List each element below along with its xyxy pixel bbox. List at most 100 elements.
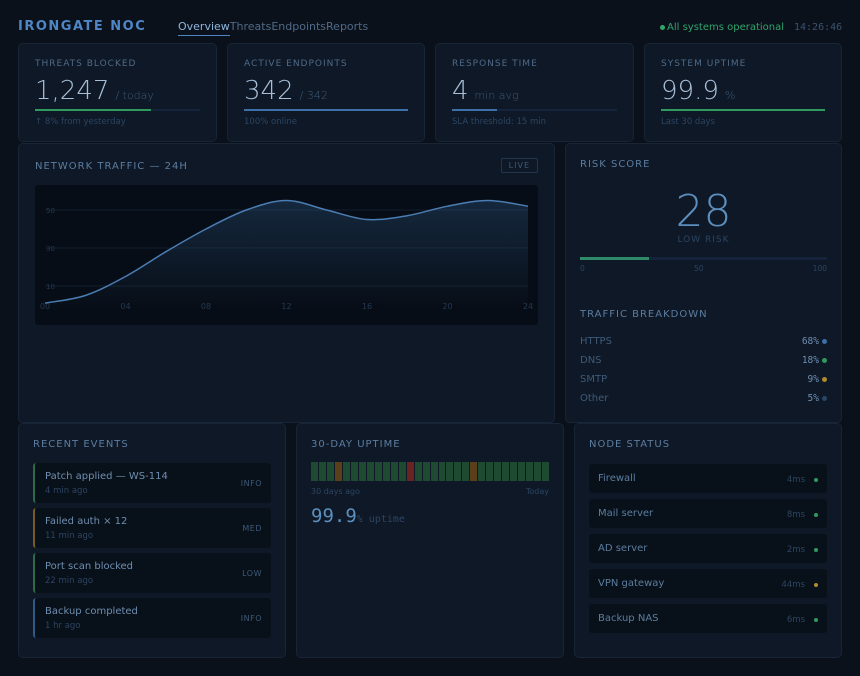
- status-dot-icon: [814, 548, 818, 552]
- main-nav: Overview Threats Endpoints Reports: [178, 20, 368, 36]
- node-row[interactable]: Mail server 8ms: [589, 499, 827, 528]
- uptime-day-cell: [422, 462, 430, 481]
- traffic-chart: 10 30 50 00 04 08 12 16 20 24: [40, 199, 533, 311]
- node-row[interactable]: AD server 2ms: [589, 534, 827, 563]
- uptime-day-cell: [462, 462, 470, 481]
- y-tick-label: 10: [46, 283, 55, 291]
- breakdown-pct: 18%: [802, 355, 827, 366]
- uptime-day-cell: [390, 462, 398, 481]
- breakdown-name: Other: [580, 393, 609, 404]
- uptime-day-cell: [414, 462, 422, 481]
- node-latency: 4ms: [786, 475, 805, 485]
- kpi-unit: / 342: [299, 89, 328, 102]
- uptime-day-cell: [398, 462, 406, 481]
- uptime-day-cell: [454, 462, 462, 481]
- breakdown-name: DNS: [580, 355, 602, 366]
- tab-endpoints[interactable]: Endpoints: [271, 20, 327, 33]
- event-severity: INFO: [240, 614, 262, 623]
- event-severity: MED: [242, 524, 262, 533]
- x-tick-label: 24: [523, 302, 533, 311]
- node-latency: 2ms: [786, 545, 805, 555]
- x-tick-label: 04: [120, 302, 130, 311]
- uptime-day-cell: [350, 462, 358, 481]
- event-item[interactable]: Backup completed 1 hr ago INFO: [33, 598, 271, 638]
- live-badge[interactable]: LIVE: [500, 158, 538, 173]
- breakdown-name: SMTP: [580, 374, 608, 385]
- kpi-progress-track: [661, 109, 825, 111]
- uptime-day-cell: [486, 462, 494, 481]
- node-row[interactable]: VPN gateway 44ms: [589, 569, 827, 598]
- kpi-label: ACTIVE ENDPOINTS: [244, 59, 348, 69]
- event-title: Failed auth × 12: [45, 516, 128, 527]
- risk-panel: RISK SCORE 28 LOW RISK 0 50 100 TRAFFIC …: [565, 143, 842, 423]
- y-tick-label: 30: [46, 245, 55, 253]
- event-title: Port scan blocked: [45, 561, 134, 572]
- breakdown-pct-value: 68%: [801, 336, 819, 347]
- event-item[interactable]: Failed auth × 12 11 min ago MED: [33, 508, 271, 548]
- kpi-label: SYSTEM UPTIME: [661, 59, 747, 69]
- uptime-day-cell: [526, 462, 534, 481]
- uptime-day-cell: [374, 462, 382, 481]
- risk-tick: 0: [580, 264, 585, 273]
- kpi-value: 342 / 342: [244, 76, 328, 106]
- uptime-unit: % uptime: [356, 514, 405, 525]
- status-dot-icon: [814, 478, 818, 482]
- node-latency: 8ms: [786, 510, 805, 520]
- uptime-day-cell: [542, 462, 550, 481]
- uptime-day-cell: [342, 462, 350, 481]
- uptime-day-cell: [478, 462, 486, 481]
- node-row[interactable]: Backup NAS 6ms: [589, 604, 827, 633]
- panel-title: NETWORK TRAFFIC — 24H: [35, 161, 188, 172]
- node-name: AD server: [598, 543, 648, 554]
- uptime-day-cell: [326, 462, 334, 481]
- kpi-value-number: 342: [244, 76, 294, 106]
- risk-gauge-track: [580, 257, 827, 260]
- breakdown-row: DNS 18%: [580, 355, 827, 366]
- uptime-day-cell: [382, 462, 390, 481]
- uptime-value: 99.9% uptime: [311, 505, 405, 527]
- event-item[interactable]: Patch applied — WS-114 4 min ago INFO: [33, 463, 271, 503]
- kpi-progress-fill: [452, 109, 497, 111]
- recent-events-panel: RECENT EVENTS Patch applied — WS-114 4 m…: [18, 423, 286, 658]
- breakdown-name: HTTPS: [580, 336, 612, 347]
- breakdown-pct: 5%: [808, 393, 827, 404]
- risk-level: LOW RISK: [677, 235, 730, 245]
- breakdown-pct: 9%: [808, 374, 827, 385]
- kpi-unit: %: [724, 89, 736, 102]
- event-title: Patch applied — WS-114: [45, 471, 168, 482]
- uptime-day-cell: [518, 462, 526, 481]
- uptime-title: 30-DAY UPTIME: [311, 439, 401, 450]
- kpi-active-endpoints: ACTIVE ENDPOINTS 342 / 342 100% online: [227, 43, 425, 142]
- traffic-area: [45, 200, 528, 305]
- y-tick-label: 50: [46, 207, 55, 215]
- node-name: Backup NAS: [598, 613, 659, 624]
- event-time: 4 min ago: [45, 486, 88, 496]
- status-dot-icon: [660, 25, 665, 30]
- uptime-day-cell: [334, 462, 342, 481]
- kpi-label: THREATS BLOCKED: [35, 59, 137, 69]
- x-tick-label: 00: [40, 302, 50, 311]
- kpi-value-number: 1,247: [35, 76, 110, 106]
- brand-title: IRONGATE NOC: [18, 19, 147, 34]
- tab-overview[interactable]: Overview: [178, 20, 230, 36]
- kpi-note: SLA threshold: 15 min: [452, 117, 546, 127]
- kpi-progress-track: [452, 109, 617, 111]
- risk-tick: 100: [812, 264, 827, 273]
- tab-reports[interactable]: Reports: [326, 20, 369, 33]
- legend-dot-icon: [822, 396, 827, 401]
- uptime-day-cell: [510, 462, 518, 481]
- uptime-day-cell: [318, 462, 326, 481]
- breakdown-pct: 68%: [802, 336, 827, 347]
- breakdown-row: SMTP 9%: [580, 374, 827, 385]
- risk-ticks: 0 50 100: [580, 264, 827, 273]
- legend-dot-icon: [822, 339, 827, 344]
- node-latency: 6ms: [786, 615, 805, 625]
- node-row[interactable]: Firewall 4ms: [589, 464, 827, 493]
- system-status: All systems operational: [660, 22, 784, 33]
- event-item[interactable]: Port scan blocked 22 min ago LOW: [33, 553, 271, 593]
- breakdown-pct-value: 18%: [801, 355, 819, 366]
- uptime-day-cell: [534, 462, 542, 481]
- legend-dot-icon: [822, 377, 827, 382]
- uptime-day-cell: [358, 462, 366, 481]
- tab-threats[interactable]: Threats: [229, 20, 272, 33]
